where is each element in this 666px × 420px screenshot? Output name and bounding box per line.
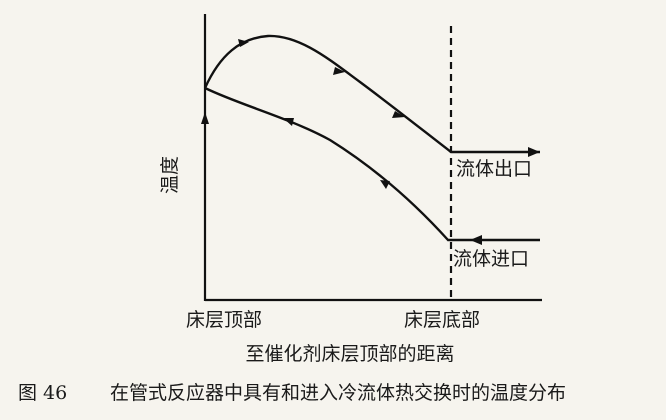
flow-arrow (283, 118, 294, 126)
inlet-label: 流体进口 (453, 248, 529, 270)
y-axis-arrow (201, 112, 209, 124)
inlet-arrow (470, 235, 482, 245)
outlet-label: 流体出口 (456, 158, 532, 180)
bottom-label: 床层底部 (404, 309, 480, 331)
flow-arrow (333, 67, 345, 75)
top-label: 床层顶部 (186, 309, 262, 331)
y-axis-label: 温度 (159, 156, 181, 194)
upper-curve (203, 34, 540, 154)
flow-arrow (380, 180, 390, 189)
lower-curve (204, 86, 540, 242)
x-axis-label: 至催化剂床层顶部的距离 (245, 343, 454, 365)
caption-number: 图 46 (18, 382, 67, 404)
flow-arrow (238, 39, 249, 47)
flow-arrow (392, 111, 405, 118)
outlet-arrow (528, 147, 540, 157)
caption-text: 在管式反应器中具有和进入冷流体热交换时的温度分布 (110, 382, 566, 404)
